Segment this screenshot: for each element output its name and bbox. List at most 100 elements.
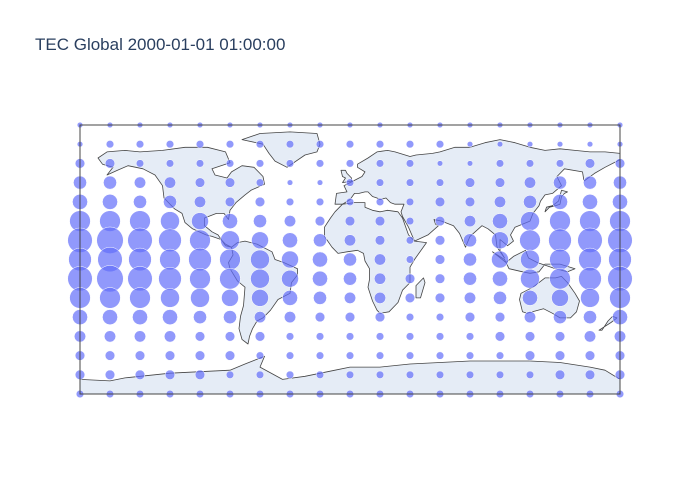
- tec-point[interactable]: [552, 194, 568, 210]
- tec-point[interactable]: [223, 310, 237, 324]
- tec-point[interactable]: [345, 197, 355, 206]
- tec-point[interactable]: [285, 140, 295, 149]
- tec-point[interactable]: [494, 177, 506, 188]
- tec-point[interactable]: [343, 252, 357, 267]
- tec-point[interactable]: [104, 350, 116, 361]
- tec-point[interactable]: [526, 141, 534, 148]
- tec-point[interactable]: [463, 271, 477, 286]
- tec-point[interactable]: [584, 330, 596, 343]
- tec-point[interactable]: [281, 269, 299, 288]
- tec-point[interactable]: [135, 140, 145, 149]
- tec-point[interactable]: [495, 159, 505, 168]
- tec-point[interactable]: [104, 330, 116, 343]
- tec-point[interactable]: [282, 290, 298, 306]
- tec-point[interactable]: [162, 309, 178, 325]
- tec-point[interactable]: [554, 369, 566, 380]
- tec-point[interactable]: [190, 288, 210, 308]
- tec-point[interactable]: [133, 195, 147, 209]
- tec-point[interactable]: [520, 249, 540, 270]
- tec-point[interactable]: [225, 159, 235, 168]
- tec-point[interactable]: [104, 158, 116, 169]
- tec-point[interactable]: [464, 196, 476, 207]
- tec-point[interactable]: [165, 159, 175, 168]
- tec-point[interactable]: [255, 140, 265, 149]
- tec-point[interactable]: [405, 236, 415, 245]
- tec-point[interactable]: [491, 231, 509, 250]
- tec-point[interactable]: [405, 159, 415, 168]
- tec-point[interactable]: [251, 289, 269, 307]
- tec-point[interactable]: [434, 216, 446, 227]
- tec-point[interactable]: [194, 195, 206, 208]
- tec-point[interactable]: [520, 268, 540, 289]
- tec-point[interactable]: [375, 159, 385, 168]
- tec-point[interactable]: [194, 369, 206, 380]
- tec-point[interactable]: [221, 289, 239, 307]
- tec-point[interactable]: [404, 292, 416, 303]
- tec-point[interactable]: [375, 370, 385, 379]
- tec-point[interactable]: [164, 330, 176, 343]
- tec-point[interactable]: [253, 214, 267, 228]
- tec-point[interactable]: [583, 310, 597, 324]
- tec-point[interactable]: [435, 140, 445, 149]
- tec-point[interactable]: [344, 312, 356, 323]
- tec-point[interactable]: [549, 210, 571, 232]
- tec-point[interactable]: [345, 370, 355, 379]
- tec-point[interactable]: [495, 351, 505, 360]
- tec-point[interactable]: [220, 230, 240, 251]
- tec-point[interactable]: [219, 268, 241, 290]
- tec-point[interactable]: [250, 268, 270, 289]
- tec-point[interactable]: [548, 228, 572, 252]
- tec-point[interactable]: [225, 140, 235, 149]
- tec-point[interactable]: [374, 216, 386, 227]
- tec-point[interactable]: [315, 159, 325, 168]
- tec-point[interactable]: [343, 271, 357, 286]
- tec-point[interactable]: [434, 292, 446, 303]
- tec-point[interactable]: [99, 287, 121, 309]
- tec-point[interactable]: [374, 312, 386, 323]
- tec-point[interactable]: [466, 141, 474, 148]
- tec-point[interactable]: [374, 272, 386, 285]
- tec-point[interactable]: [105, 140, 115, 149]
- tec-point[interactable]: [254, 311, 266, 324]
- tec-point[interactable]: [255, 351, 265, 360]
- tec-point[interactable]: [434, 254, 446, 265]
- tec-point[interactable]: [464, 177, 476, 188]
- tec-point[interactable]: [375, 197, 385, 206]
- tec-point[interactable]: [525, 370, 535, 379]
- tec-point[interactable]: [255, 178, 265, 187]
- tec-point[interactable]: [464, 291, 476, 304]
- tec-point[interactable]: [255, 159, 265, 168]
- tec-point[interactable]: [194, 350, 206, 361]
- tec-point[interactable]: [316, 179, 324, 186]
- tec-point[interactable]: [405, 217, 415, 226]
- tec-point[interactable]: [315, 197, 325, 206]
- tec-point[interactable]: [193, 310, 207, 324]
- tec-point[interactable]: [405, 255, 415, 264]
- tec-point[interactable]: [102, 194, 118, 210]
- tec-point[interactable]: [344, 234, 356, 247]
- tec-point[interactable]: [102, 309, 118, 325]
- tec-point[interactable]: [494, 331, 506, 342]
- tec-point[interactable]: [495, 370, 505, 379]
- tec-point[interactable]: [496, 141, 504, 148]
- tec-point[interactable]: [580, 288, 600, 308]
- tec-point[interactable]: [491, 250, 509, 269]
- tec-point[interactable]: [375, 351, 385, 360]
- tec-point[interactable]: [314, 216, 326, 227]
- tec-point[interactable]: [103, 175, 117, 190]
- tec-point[interactable]: [493, 291, 507, 305]
- tec-point[interactable]: [345, 332, 355, 341]
- tec-point[interactable]: [554, 350, 566, 361]
- tec-point[interactable]: [222, 213, 238, 229]
- tec-point[interactable]: [465, 370, 475, 379]
- tec-point[interactable]: [405, 313, 415, 322]
- tec-point[interactable]: [160, 288, 180, 308]
- tec-point[interactable]: [583, 175, 597, 190]
- tec-point[interactable]: [435, 332, 445, 341]
- tec-point[interactable]: [522, 290, 538, 306]
- tec-point[interactable]: [285, 370, 295, 379]
- tec-point[interactable]: [344, 291, 356, 304]
- tec-point[interactable]: [524, 311, 536, 324]
- tec-point[interactable]: [549, 268, 571, 290]
- tec-point[interactable]: [281, 250, 299, 269]
